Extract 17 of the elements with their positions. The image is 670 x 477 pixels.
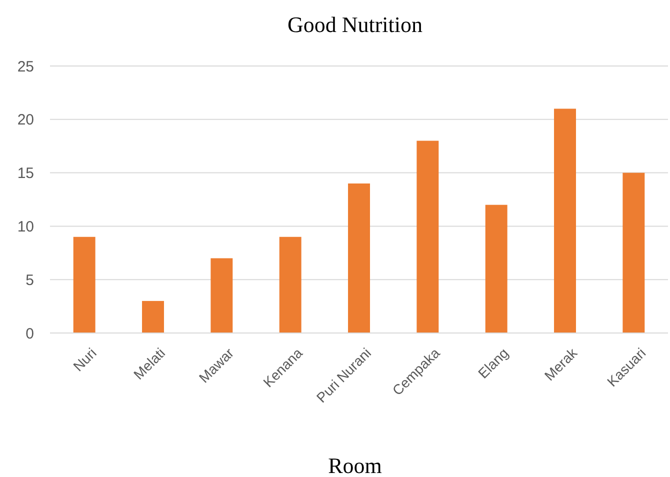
y-tick-label: 20 — [17, 112, 34, 129]
chart-title: Good Nutrition — [287, 12, 423, 37]
y-tick-label: 10 — [17, 218, 34, 236]
bar — [416, 140, 439, 333]
y-tick-label: 25 — [17, 58, 34, 76]
bar — [554, 108, 576, 333]
bar — [73, 236, 96, 333]
bar — [142, 300, 164, 333]
y-tick-label: 0 — [26, 325, 34, 342]
bar — [485, 204, 508, 333]
y-tick-label: 5 — [26, 272, 34, 289]
y-tick-label: 15 — [17, 165, 34, 182]
bar — [210, 258, 233, 333]
bar — [622, 172, 645, 333]
bar — [279, 236, 302, 333]
bar — [348, 183, 370, 333]
x-axis-title: Room — [328, 453, 382, 477]
